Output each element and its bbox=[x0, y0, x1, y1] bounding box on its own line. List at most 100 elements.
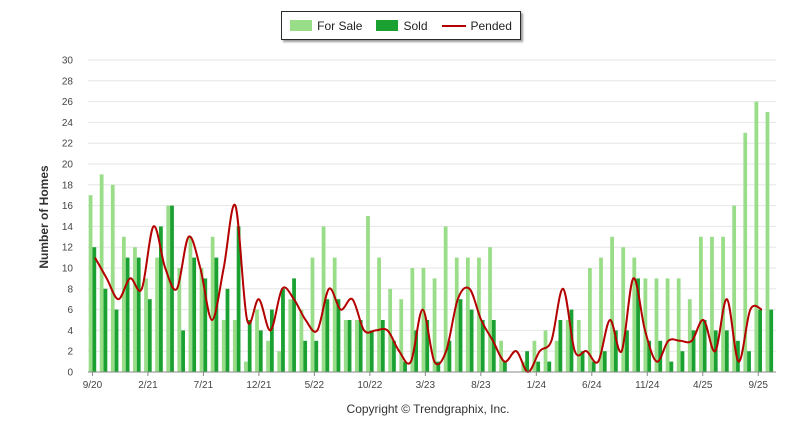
sold-bar bbox=[281, 288, 285, 372]
for-sale-bar bbox=[698, 236, 703, 372]
legend-swatch-sold bbox=[376, 20, 399, 31]
y-tick-label: 10 bbox=[62, 264, 74, 275]
for-sale-bar bbox=[765, 112, 770, 372]
for-sale-bar bbox=[443, 226, 448, 372]
for-sale-bar bbox=[99, 174, 104, 372]
for-sale-bar bbox=[410, 268, 415, 372]
for-sale-bar bbox=[321, 226, 326, 372]
for-sale-bar bbox=[299, 309, 304, 372]
sold-bar bbox=[314, 340, 319, 372]
sold-bar bbox=[480, 320, 485, 372]
sold-bar bbox=[403, 361, 407, 372]
sold-bar bbox=[247, 320, 252, 372]
sold-bar bbox=[680, 351, 685, 372]
for-sale-bar bbox=[454, 257, 459, 372]
x-tick-labels: 9/20 2/21 7/21 12/21 5/22 10/22 3/23 8/23 1/24 6/… bbox=[83, 372, 768, 391]
legend-label-for-sale: For Sale bbox=[317, 18, 363, 33]
sold-bar bbox=[181, 330, 185, 372]
for-sale-bar bbox=[732, 205, 737, 372]
sold-bar bbox=[491, 320, 496, 372]
sold-bar bbox=[547, 361, 552, 372]
x-tick-label: 5/22 bbox=[305, 380, 325, 391]
sold-bar bbox=[358, 320, 363, 372]
pended-line bbox=[94, 203, 763, 374]
sold-bar bbox=[647, 340, 652, 372]
y-tick-label: 4 bbox=[67, 326, 73, 337]
y-tick-label: 16 bbox=[62, 201, 74, 212]
for-sale-bar bbox=[133, 247, 137, 372]
sold-bar bbox=[303, 340, 308, 372]
legend-item-sold: Sold bbox=[376, 18, 428, 33]
sold-bar bbox=[203, 278, 208, 372]
sold-bar bbox=[447, 340, 452, 372]
for-sale-bar bbox=[665, 278, 670, 372]
for-sale-bar bbox=[565, 320, 570, 372]
sold-bar bbox=[625, 330, 629, 372]
x-tick-label: 3/23 bbox=[416, 380, 436, 391]
sold-bar bbox=[214, 257, 219, 372]
y-tick-label: 8 bbox=[67, 284, 73, 295]
sold-bar bbox=[414, 330, 419, 372]
sold-bar bbox=[669, 361, 674, 372]
sold-bar bbox=[758, 309, 763, 372]
for-sale-bar bbox=[632, 257, 637, 372]
y-tick-label: 2 bbox=[67, 347, 73, 358]
for-sale-bar bbox=[643, 278, 648, 372]
y-tick-label: 12 bbox=[62, 243, 74, 254]
x-tick-label: 8/23 bbox=[471, 380, 491, 391]
sold-bar bbox=[192, 257, 197, 372]
for-sale-bar bbox=[332, 257, 337, 372]
sold-bar bbox=[613, 330, 618, 372]
for-sale-bar bbox=[110, 184, 115, 372]
sold-bar bbox=[380, 320, 385, 372]
for-sale-bars bbox=[88, 101, 770, 372]
sold-bar bbox=[292, 278, 296, 372]
legend-label-sold: Sold bbox=[403, 18, 428, 33]
legend-item-pended: Pended bbox=[441, 18, 512, 33]
legend-swatch-pended bbox=[441, 24, 466, 27]
for-sale-bar bbox=[366, 216, 370, 372]
for-sale-bar bbox=[432, 278, 437, 372]
x-tick-label: 4/25 bbox=[693, 380, 713, 391]
sold-bar bbox=[580, 351, 585, 372]
for-sale-bar bbox=[255, 309, 259, 372]
sold-bar bbox=[336, 299, 341, 372]
y-tick-label: 20 bbox=[62, 160, 74, 171]
for-sale-bar bbox=[121, 236, 126, 372]
sold-bars bbox=[92, 205, 774, 372]
for-sale-bar bbox=[343, 320, 348, 372]
sold-bar bbox=[436, 361, 441, 372]
x-tick-label: 6/24 bbox=[582, 380, 602, 391]
for-sale-bar bbox=[743, 132, 748, 372]
sold-bar bbox=[258, 330, 263, 372]
for-sale-bar bbox=[177, 268, 182, 372]
for-sale-bar bbox=[687, 299, 692, 372]
x-tick-label: 1/24 bbox=[527, 380, 547, 391]
for-sale-bar bbox=[488, 247, 492, 372]
x-tick-label: 7/21 bbox=[194, 380, 214, 391]
sold-bar bbox=[503, 361, 507, 372]
y-axis-title: Number of Homes bbox=[37, 165, 51, 269]
y-tick-label: 24 bbox=[62, 118, 74, 129]
sold-bar bbox=[458, 299, 463, 372]
sold-bar bbox=[525, 351, 529, 372]
for-sale-bar bbox=[588, 268, 592, 372]
for-sale-bar bbox=[654, 278, 659, 372]
sold-bar bbox=[114, 309, 119, 372]
for-sale-bar bbox=[621, 247, 626, 372]
for-sale-bar bbox=[354, 320, 359, 372]
sold-bar bbox=[147, 299, 152, 372]
for-sale-bar bbox=[676, 278, 681, 372]
sold-bar bbox=[425, 320, 430, 372]
sold-bar bbox=[159, 226, 163, 372]
sold-bar bbox=[747, 351, 751, 372]
legend-swatch-for-sale bbox=[290, 20, 313, 31]
for-sale-bar bbox=[199, 268, 204, 372]
for-sale-bar bbox=[532, 340, 537, 372]
x-tick-label: 11/24 bbox=[635, 380, 660, 391]
sold-bar bbox=[92, 247, 97, 372]
legend-label-pended: Pended bbox=[470, 18, 512, 33]
sold-bar bbox=[558, 320, 563, 372]
